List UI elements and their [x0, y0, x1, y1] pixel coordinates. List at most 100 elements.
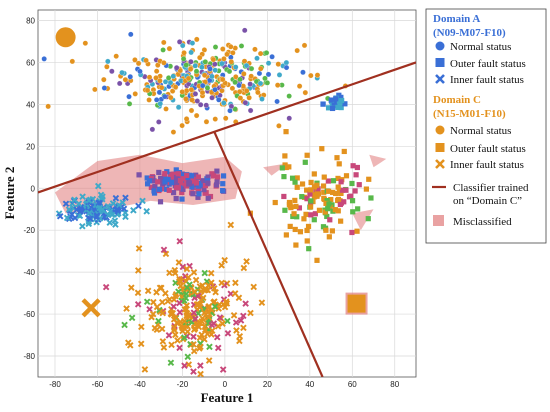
scatter-point — [232, 64, 239, 70]
scatter-point — [219, 320, 226, 327]
scatter-point — [167, 94, 174, 101]
scatter-point — [167, 359, 175, 367]
scatter-point — [219, 60, 225, 67]
scatter-point — [170, 129, 177, 135]
scatter-point — [353, 172, 359, 178]
scatter-point — [349, 180, 355, 187]
legend-domain-c-normal: Normal status — [450, 125, 511, 137]
scatter-point — [236, 88, 243, 95]
scatter-point — [184, 328, 191, 335]
scatter-point — [292, 179, 298, 185]
scatter-point — [205, 282, 212, 289]
scatter-point — [228, 43, 234, 50]
scatter-point — [220, 181, 226, 187]
scatter-point — [250, 283, 257, 291]
scatter-point — [210, 299, 217, 306]
scatter-point — [135, 60, 142, 67]
legend-domain-a-title: Domain A — [433, 13, 480, 25]
scatter-point — [283, 59, 290, 66]
scatter-point — [205, 313, 212, 321]
scatter-point — [185, 361, 193, 368]
scatter-point — [240, 312, 247, 320]
scatter-point — [85, 197, 93, 204]
scatter-point — [329, 105, 336, 112]
scatter-point — [181, 362, 188, 370]
scatter-point — [179, 324, 186, 332]
scatter-point — [128, 314, 136, 322]
scatter-point — [320, 101, 326, 107]
scatter-point — [232, 279, 239, 287]
scatter-point — [122, 194, 129, 202]
axis-ticks: -80 -60 -40 -20 0 20 40 60 80 -80 -60 -40 -20 0 20 40 60… — [23, 16, 399, 389]
scatter-point — [173, 64, 180, 71]
scatter-point — [189, 40, 196, 46]
scatter-point — [218, 262, 225, 269]
scatter-point — [183, 312, 190, 320]
scatter-point — [179, 42, 186, 49]
scatter-point — [191, 288, 198, 296]
scatter-point — [275, 61, 282, 67]
legend-square-icon — [435, 143, 445, 152]
scatter-point — [157, 100, 164, 107]
legend-frame — [425, 8, 547, 244]
scatter-point — [176, 309, 184, 316]
scatter-point — [305, 223, 312, 230]
scatter-point — [190, 368, 197, 375]
scatter-point — [212, 288, 219, 296]
scatter-point — [115, 201, 123, 209]
x-tick-label: -80 — [49, 380, 61, 389]
misclassified-region — [352, 209, 374, 231]
scatter-point — [134, 289, 142, 297]
scatter-points — [41, 27, 374, 377]
scatter-point — [170, 190, 177, 196]
scatter-point — [215, 174, 221, 180]
scatter-point — [173, 174, 180, 180]
scatter-point — [138, 323, 145, 331]
scatter-point — [307, 204, 314, 210]
y-tick-label: 0 — [31, 184, 36, 193]
scatter-point — [308, 198, 314, 204]
scatter-point — [282, 207, 288, 213]
scatter-point — [329, 189, 336, 195]
scatter-point — [328, 97, 334, 103]
scatter-point — [327, 217, 333, 223]
scatter-point — [188, 86, 195, 93]
scatter-point — [221, 256, 228, 264]
scatter-point — [162, 179, 168, 185]
scatter-point — [288, 205, 294, 211]
scatter-point — [322, 209, 328, 215]
scatter-point — [167, 79, 174, 86]
scatter-point — [203, 190, 209, 196]
scatter-point — [161, 60, 167, 66]
scatter-point — [194, 36, 200, 43]
scatter-point — [180, 186, 186, 193]
scatter-point — [325, 206, 331, 212]
scatter-point — [144, 175, 150, 181]
scatter-point — [171, 269, 179, 277]
scatter-point — [132, 57, 138, 63]
scatter-point — [299, 181, 306, 187]
scatter-point — [173, 167, 179, 173]
legend: Domain A (N09-M07-F10) Normal status Out… — [425, 8, 547, 244]
x-axis-label: Feature 1 — [201, 390, 254, 405]
scatter-point — [218, 279, 225, 287]
scatter-point — [335, 104, 341, 110]
scatter-point — [79, 222, 86, 230]
scatter-point — [190, 191, 196, 197]
scatter-point — [95, 199, 102, 207]
scatter-point — [302, 159, 308, 165]
legend-classifier-line2: on “Domain C” — [453, 195, 522, 207]
scatter-point — [299, 194, 305, 200]
scatter-point — [86, 209, 93, 217]
scatter-point — [188, 107, 195, 114]
scatter-point — [179, 171, 185, 177]
scatter-point — [161, 39, 167, 46]
scatter-point — [224, 330, 232, 337]
scatter-point — [286, 199, 293, 206]
scatter-point — [242, 100, 249, 106]
scatter-point — [304, 196, 310, 202]
misclassified-region — [369, 154, 387, 168]
scatter-point — [274, 98, 280, 105]
scatter-point — [160, 246, 168, 254]
scatter-point — [181, 50, 187, 56]
